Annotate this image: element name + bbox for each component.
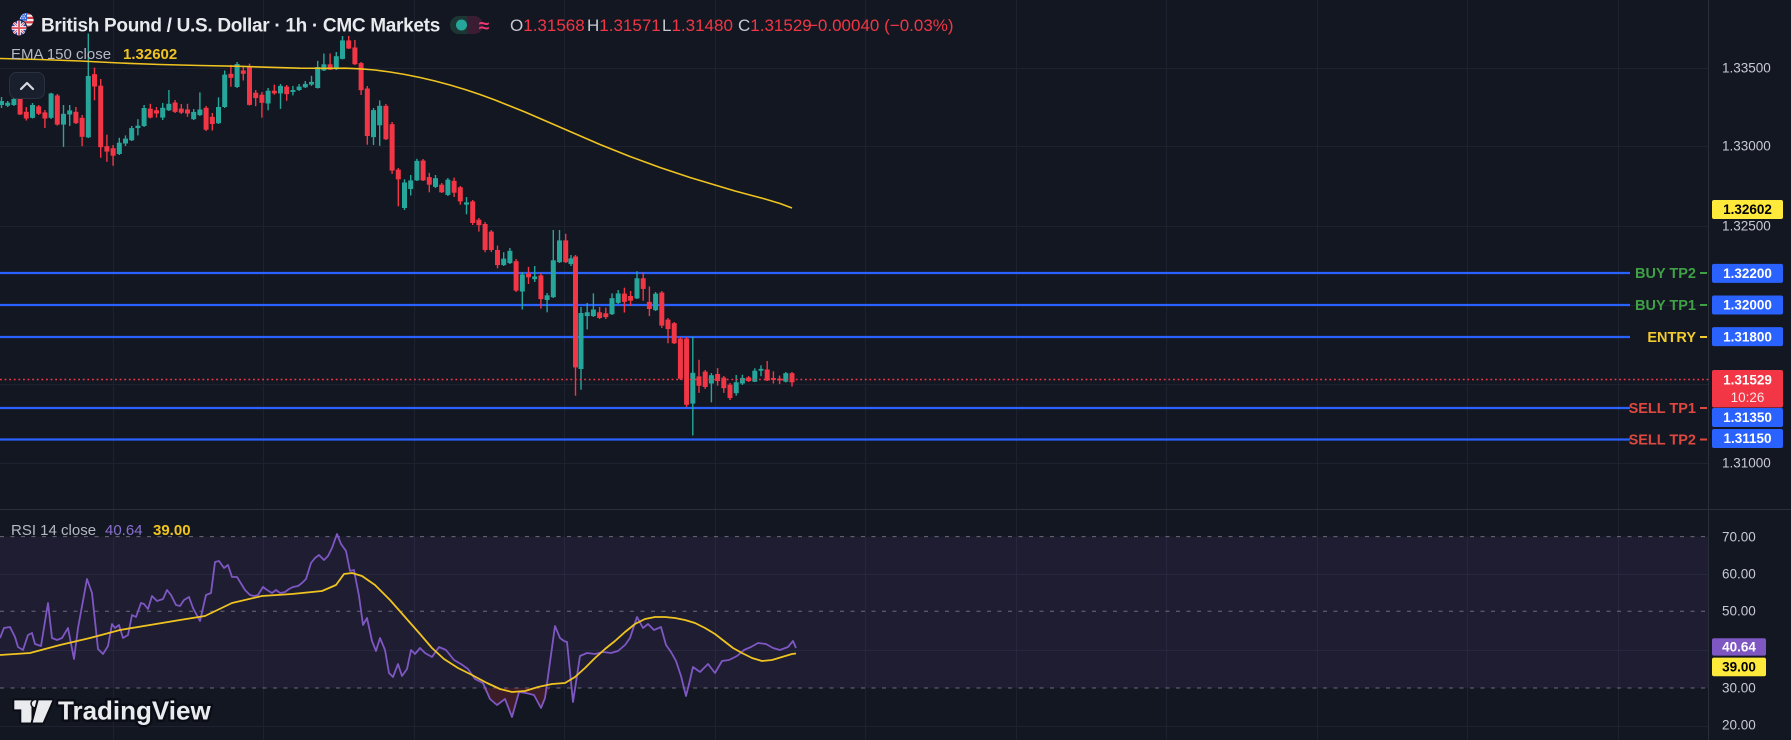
- svg-text:H1.31571: H1.31571: [587, 16, 661, 35]
- svg-text:30.00: 30.00: [1722, 681, 1756, 696]
- svg-text:60.00: 60.00: [1722, 567, 1756, 582]
- svg-text:BUY TP2: BUY TP2: [1635, 266, 1696, 282]
- svg-text:1.31529: 1.31529: [1723, 373, 1772, 388]
- svg-text:40.64: 40.64: [1722, 640, 1756, 655]
- svg-text:1.31350: 1.31350: [1723, 410, 1772, 425]
- svg-text:1.32602: 1.32602: [123, 46, 177, 63]
- svg-text:EMA 150 close: EMA 150 close: [11, 46, 111, 63]
- svg-text:1.33500: 1.33500: [1722, 61, 1771, 76]
- svg-text:50.00: 50.00: [1722, 604, 1756, 619]
- svg-text:−0.00040 (−0.03%): −0.00040 (−0.03%): [808, 16, 954, 35]
- svg-text:O1.31568: O1.31568: [510, 16, 585, 35]
- svg-text:39.00: 39.00: [1722, 660, 1756, 675]
- svg-text:1.32000: 1.32000: [1723, 298, 1772, 313]
- svg-text:1.31000: 1.31000: [1722, 456, 1771, 471]
- svg-text:SELL TP2: SELL TP2: [1629, 433, 1696, 449]
- svg-text:1.31800: 1.31800: [1723, 329, 1772, 344]
- svg-text:39.00: 39.00: [153, 522, 191, 539]
- svg-text:40.64: 40.64: [105, 522, 143, 539]
- svg-text:L1.31480: L1.31480: [662, 16, 733, 35]
- svg-text:1.32200: 1.32200: [1723, 266, 1772, 281]
- svg-text:1.33000: 1.33000: [1722, 139, 1771, 154]
- svg-text:1.31150: 1.31150: [1723, 431, 1771, 446]
- svg-text:ENTRY: ENTRY: [1647, 330, 1696, 346]
- svg-text:10:26: 10:26: [1731, 390, 1765, 405]
- svg-text:British Pound / U.S. Dollar ·: British Pound / U.S. Dollar · 1h · CMC M…: [41, 16, 440, 37]
- svg-text:C1.31529: C1.31529: [738, 16, 812, 35]
- svg-text:TradingView: TradingView: [58, 696, 211, 726]
- svg-text:RSI 14 close: RSI 14 close: [11, 522, 96, 539]
- svg-text:BUY TP1: BUY TP1: [1635, 298, 1696, 314]
- svg-text:SELL TP1: SELL TP1: [1629, 401, 1696, 417]
- svg-text:1.32500: 1.32500: [1722, 219, 1771, 234]
- svg-text:1.32602: 1.32602: [1723, 202, 1772, 217]
- svg-text:≈: ≈: [479, 16, 490, 37]
- svg-text:70.00: 70.00: [1722, 530, 1756, 545]
- svg-text:20.00: 20.00: [1722, 718, 1756, 733]
